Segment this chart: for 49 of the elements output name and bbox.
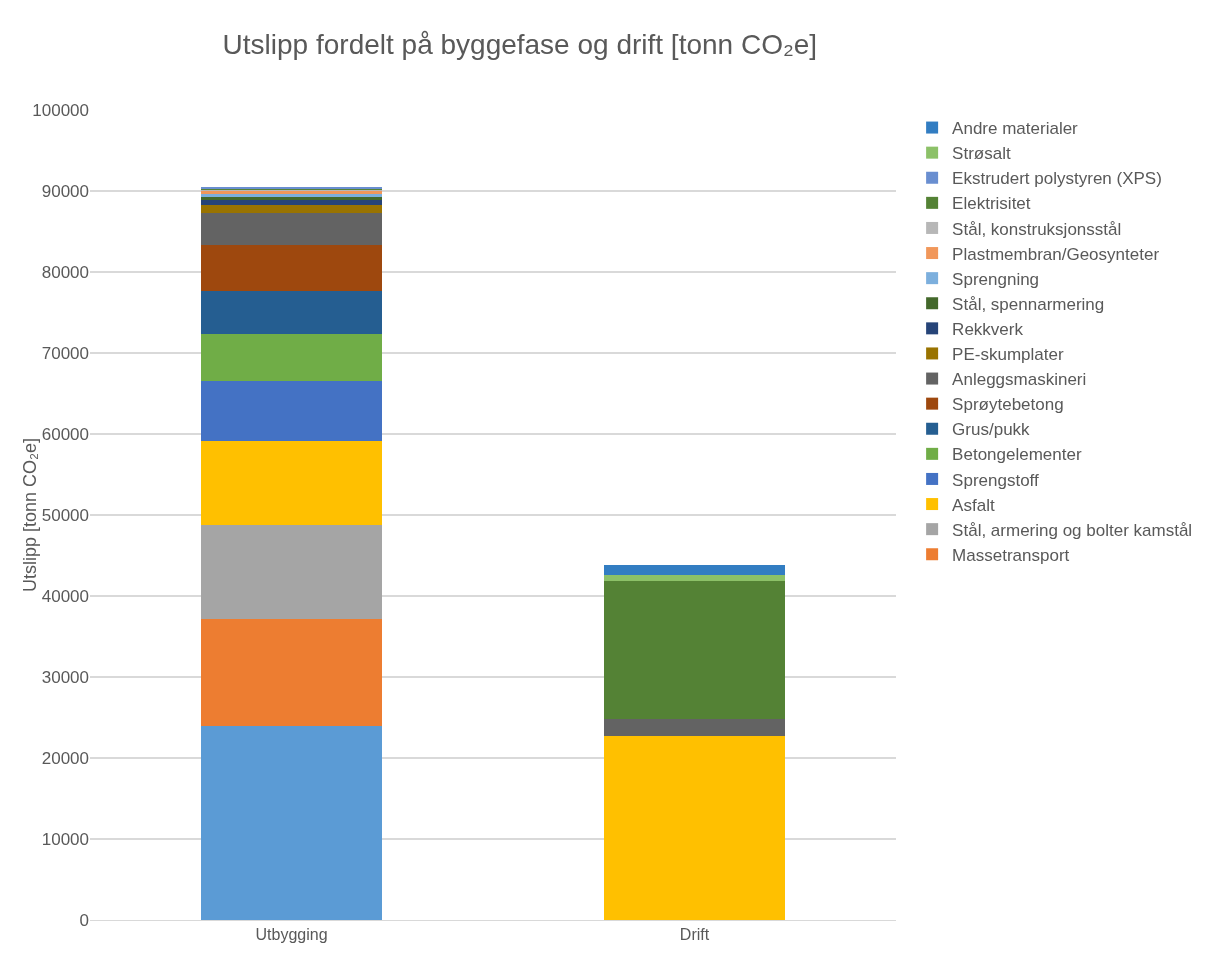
y-tick-label: 90000	[41, 181, 89, 201]
y-axis-title: Utslipp [tonn CO₂e]	[19, 437, 40, 593]
y-tick-label: 50000	[41, 505, 89, 525]
legend-label: Ekstrudert polystyren (XPS)	[952, 169, 1162, 189]
bar	[200, 212, 383, 246]
y-tick-label: 40000	[41, 586, 89, 606]
bar	[603, 565, 786, 575]
y-tick-label: 60000	[41, 424, 89, 444]
legend-label: Anleggsmaskineri	[952, 370, 1087, 390]
legend-label: Sprøytebetong	[952, 395, 1064, 415]
y-tick-label: 0	[79, 910, 89, 930]
legend-label: Plastmembran/Geosynteter	[952, 244, 1160, 264]
y-tick-label: 10000	[41, 829, 89, 849]
bar	[200, 199, 383, 205]
legend-label: Sprengstoff	[952, 470, 1040, 490]
bar	[200, 524, 383, 619]
chart-title: Utslipp fordelt på byggefase og drift [tonn CO₂e]	[222, 28, 818, 60]
legend-label: Betongelementer	[952, 445, 1082, 465]
bar	[200, 618, 383, 727]
legend-label: Rekkverk	[952, 319, 1024, 339]
y-tick-label: 20000	[41, 748, 89, 768]
y-tick-label: 30000	[41, 667, 89, 687]
bar	[200, 245, 383, 291]
y-tick-label: 100000	[32, 100, 89, 120]
legend-label: Strøsalt	[952, 144, 1011, 164]
y-tick-label: 80000	[41, 262, 89, 282]
legend-label: Elektrisitet	[952, 194, 1031, 214]
legend-label: Sprengning	[952, 269, 1040, 289]
legend-label: Andre materialer	[952, 119, 1079, 139]
bar	[200, 334, 383, 382]
bar	[200, 381, 383, 442]
bar	[603, 574, 786, 582]
bar	[200, 290, 383, 335]
legend-label: PE-skumplater	[952, 345, 1064, 365]
legend-label: Massetransport	[952, 545, 1070, 565]
bar	[200, 204, 383, 213]
x-tick-label: Drift	[679, 926, 710, 944]
legend-label: Stål, konstruksjonsstål	[952, 219, 1122, 239]
bar	[200, 441, 383, 525]
bar	[603, 736, 786, 920]
legend-label: Grus/pukk	[952, 420, 1031, 440]
bar	[603, 719, 786, 737]
bar	[603, 581, 786, 720]
y-tick-label: 70000	[41, 343, 89, 363]
legend-label: Asfalt	[952, 495, 995, 515]
x-tick-label: Utbygging	[255, 926, 328, 944]
bar	[200, 726, 383, 920]
legend-label: Stål, spennarmering	[952, 294, 1105, 314]
legend-label: Stål, armering og bolter kamstål	[952, 520, 1193, 540]
